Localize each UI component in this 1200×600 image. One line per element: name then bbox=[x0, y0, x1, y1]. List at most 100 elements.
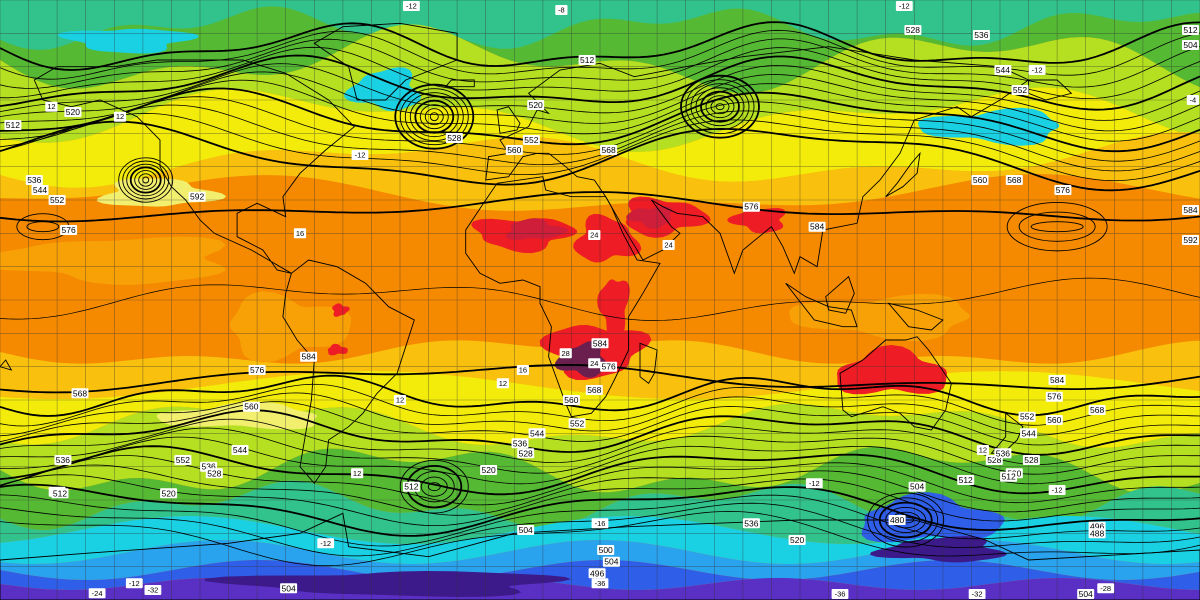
height-label-53: 512 bbox=[957, 475, 975, 485]
height-label-30: 552 bbox=[568, 418, 586, 429]
temperature-label-9: 12 bbox=[351, 468, 364, 479]
height-label-8: 576 bbox=[60, 225, 78, 235]
height-label-44: 560 bbox=[242, 401, 260, 412]
shading-amazon-tropic bbox=[230, 291, 352, 363]
height-label-26-text: 584 bbox=[593, 338, 607, 348]
height-contours bbox=[0, 21, 1200, 567]
coast-australia bbox=[839, 336, 952, 431]
height-label-19-text: 528 bbox=[906, 25, 920, 35]
contour-north-6 bbox=[0, 71, 1200, 132]
contour-low-ross-sea-ring-3 bbox=[878, 501, 933, 539]
height-label-56-text: 536 bbox=[996, 448, 1010, 458]
height-label-31-text: 544 bbox=[530, 428, 544, 438]
height-label-18: 592 bbox=[1182, 235, 1199, 245]
contour-low-ross-sea-ring-4 bbox=[873, 497, 939, 543]
contour-north-2 bbox=[0, 38, 1200, 89]
height-labels: 512 520 528 520 512 536 544 552 576 552 560 568 576 5… bbox=[4, 25, 1199, 599]
height-label-50-text: 512 bbox=[53, 488, 67, 498]
coast-antarctica bbox=[0, 512, 1200, 600]
shading-antarctic-purple bbox=[870, 536, 1008, 563]
height-label-26: 584 bbox=[591, 338, 609, 349]
contour-low-ross-sea-ring-2 bbox=[885, 506, 927, 534]
height-label-15: 568 bbox=[1005, 175, 1023, 185]
temperature-label-21-text: -32 bbox=[972, 590, 983, 599]
height-label-27: 576 bbox=[600, 361, 618, 372]
height-label-45-text: 552 bbox=[176, 455, 190, 465]
temperature-label-13-text: 28 bbox=[562, 349, 570, 358]
shading-southamerica-red-a bbox=[332, 303, 350, 317]
height-label-50: 512 bbox=[51, 488, 69, 499]
height-label-51-text: 480 bbox=[890, 515, 904, 525]
temperature-label-11: 24 bbox=[662, 240, 675, 250]
height-label-59-text: 560 bbox=[1047, 415, 1061, 425]
temperature-label-18-text: -32 bbox=[147, 586, 158, 595]
height-label-42: 576 bbox=[248, 365, 266, 375]
contour-low-west-siberia-ring-3 bbox=[700, 90, 740, 123]
height-label-10: 560 bbox=[505, 145, 523, 155]
coast-greenland bbox=[313, 22, 458, 101]
height-label-68: 536 bbox=[54, 455, 72, 465]
height-label-34: 520 bbox=[480, 465, 498, 475]
height-label-29: 560 bbox=[562, 395, 580, 405]
temperature-label-9-text: 12 bbox=[353, 469, 361, 478]
coast-britain bbox=[496, 106, 521, 134]
coast-south-america bbox=[282, 259, 415, 485]
temperature-label-23: -12 bbox=[317, 538, 335, 549]
height-label-12-text: 576 bbox=[744, 202, 758, 212]
height-label-2-text: 528 bbox=[447, 133, 461, 143]
height-label-22-text: 552 bbox=[1013, 85, 1027, 95]
contour-south-0 bbox=[0, 374, 1200, 417]
contour-low-northeast-pacific-ring-2 bbox=[134, 170, 158, 190]
temperature-label-5: -4 bbox=[1186, 95, 1199, 105]
height-label-63-text: 496 bbox=[1090, 522, 1104, 532]
height-label-17-text: 584 bbox=[1183, 205, 1197, 215]
contour-high-north-atlantic-ring-3 bbox=[414, 99, 455, 134]
contour-south-7 bbox=[0, 436, 1200, 485]
shading-north-teal bbox=[0, 0, 1200, 50]
contour-low-south-atlantic-ring-1 bbox=[420, 476, 448, 497]
contour-low-northeast-pacific-ring-4 bbox=[126, 163, 166, 197]
height-label-36: 504 bbox=[517, 525, 535, 535]
contour-high-north-atlantic-ring-2 bbox=[419, 104, 449, 130]
contour-low-west-siberia-ring-5 bbox=[690, 83, 750, 131]
coast-indonesia bbox=[785, 282, 858, 328]
height-label-57: 544 bbox=[1020, 428, 1038, 439]
contour-low-south-atlantic-ring-0 bbox=[427, 482, 441, 492]
height-label-2: 528 bbox=[445, 133, 463, 143]
contour-low-northeast-pacific-ring-5 bbox=[122, 160, 170, 200]
temperature-label-17: -24 bbox=[88, 588, 106, 599]
height-label-6: 544 bbox=[31, 185, 49, 195]
height-label-49-text: 520 bbox=[162, 488, 176, 498]
height-label-57-text: 544 bbox=[1022, 428, 1036, 438]
contour-south-6 bbox=[0, 427, 1200, 475]
temperature-label-14: 12 bbox=[496, 378, 509, 389]
temperature-label-25-text: -12 bbox=[809, 479, 820, 488]
temperature-label-24-text: -16 bbox=[595, 519, 606, 528]
height-label-35: 512 bbox=[402, 481, 420, 492]
height-label-51: 480 bbox=[888, 515, 906, 525]
height-label-66: 520 bbox=[788, 535, 806, 545]
height-label-1-text: 520 bbox=[66, 107, 80, 117]
contour-south-1 bbox=[0, 383, 1200, 427]
coast-iceland bbox=[444, 79, 475, 88]
height-label-58: 552 bbox=[1018, 411, 1036, 422]
height-label-67: 536 bbox=[742, 518, 760, 529]
coast-australia-wrap bbox=[0, 359, 13, 371]
contour-high-north-atlantic-ring-7 bbox=[394, 83, 475, 150]
temperature-label-17-text: -24 bbox=[92, 589, 103, 598]
height-label-69: 512 bbox=[1000, 471, 1018, 482]
shading-pacific-tropic bbox=[0, 236, 226, 285]
height-label-23: 512 bbox=[1182, 25, 1199, 35]
height-label-11-text: 568 bbox=[602, 145, 616, 155]
height-label-28: 568 bbox=[585, 385, 603, 395]
height-label-48-text: 528 bbox=[207, 468, 221, 478]
height-label-6-text: 544 bbox=[33, 185, 47, 195]
height-label-3: 520 bbox=[527, 100, 545, 110]
temperature-label-5-text: -4 bbox=[1190, 96, 1197, 105]
height-label-52-text: 504 bbox=[910, 482, 924, 492]
height-label-64: 488 bbox=[1088, 528, 1106, 539]
height-label-69-text: 512 bbox=[1002, 472, 1016, 482]
height-label-13: 584 bbox=[808, 221, 826, 232]
